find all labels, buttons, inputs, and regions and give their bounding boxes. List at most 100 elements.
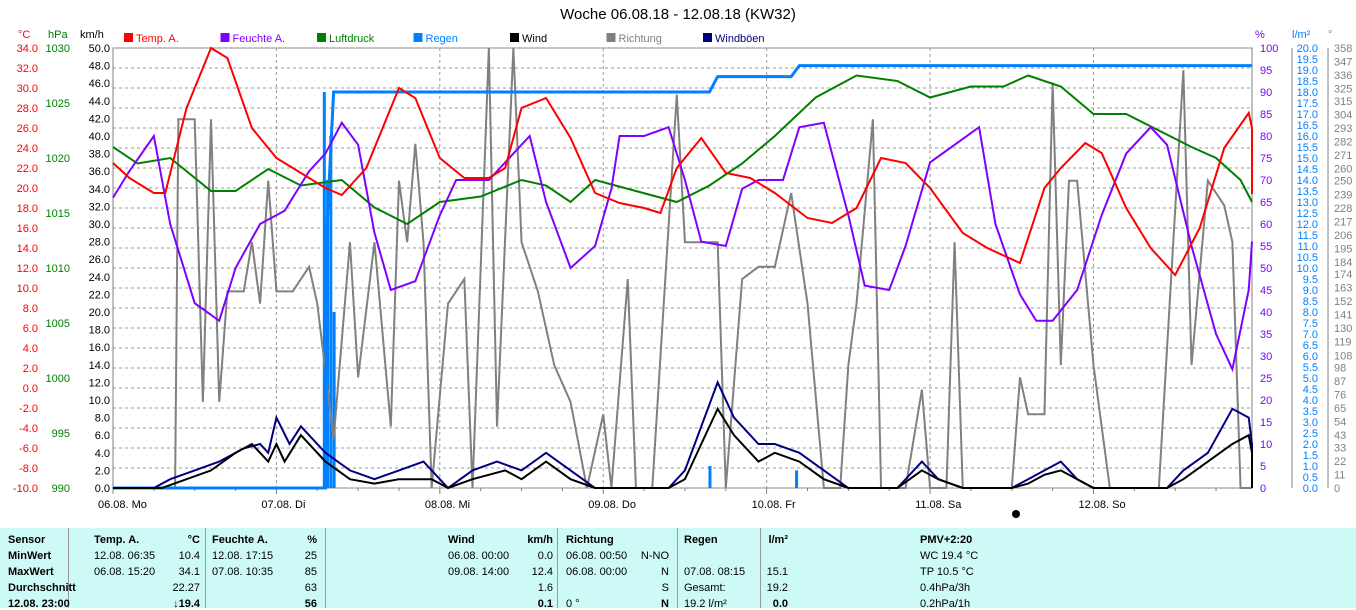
rain-axis-label: 11.5 xyxy=(1297,230,1318,242)
series-feuchte-a- xyxy=(112,120,1253,373)
rain-axis-label: 7.0 xyxy=(1303,329,1318,341)
humidity-axis-label: 55 xyxy=(1260,241,1272,253)
wind-axis-label: 16.0 xyxy=(89,342,110,354)
rain-axis-label: 9.5 xyxy=(1303,274,1318,286)
wind-axis-label: 40.0 xyxy=(89,131,110,143)
wind-axis-label: 34.0 xyxy=(89,184,110,196)
pressure-axis-label: 1020 xyxy=(46,153,70,165)
direction-axis-label: 336 xyxy=(1334,70,1352,82)
header-pmv: PMV+2:20 xyxy=(920,534,973,546)
direction-axis-label: 33 xyxy=(1334,442,1346,454)
direction-axis-label: 152 xyxy=(1334,296,1352,308)
legend-label: Richtung xyxy=(619,33,662,45)
temp-value: 10.4 xyxy=(178,550,200,562)
direction-axis-label: 108 xyxy=(1334,350,1352,362)
rain-axis-label: 14.0 xyxy=(1297,175,1318,187)
temp-axis-label: 2.0 xyxy=(23,363,38,375)
direction-axis-label: 163 xyxy=(1334,283,1352,295)
wind-axis-label: 2.0 xyxy=(95,465,110,477)
rain-axis-label: 18.5 xyxy=(1297,76,1318,88)
axis-unit-direction: ° xyxy=(1328,29,1332,41)
legend-swatch xyxy=(703,33,712,42)
temp-value: 34.1 xyxy=(178,566,200,578)
temp-axis-label: 30.0 xyxy=(17,83,38,95)
rain-axis-label: 11.0 xyxy=(1297,241,1318,253)
pressure-axis-label: 1005 xyxy=(46,318,70,330)
row-label: 12.08. 23:00 xyxy=(8,598,70,610)
legend-label: Feuchte A. xyxy=(233,33,286,45)
weather-chart: -10.0 -8.0 -6.0 -4.0 -2.0 0.0 2.0 4.0 6.0 8.0 10.0… xyxy=(13,29,1352,518)
humidity-axis-label: 15 xyxy=(1260,417,1272,429)
direction-axis-label: 87 xyxy=(1334,376,1346,388)
humidity-axis-label: 0 xyxy=(1260,483,1266,495)
day-label: 11.08. Sa xyxy=(915,499,962,511)
humidity-axis-label: 20 xyxy=(1260,395,1272,407)
temp-axis-label: -2.0 xyxy=(19,403,38,415)
temp-axis-label: 4.0 xyxy=(23,343,38,355)
direction-time: 06.08. 00:00 xyxy=(566,566,628,578)
wind-value: 0.1 xyxy=(537,598,553,610)
wind-axis-label: 42.0 xyxy=(89,113,110,125)
direction-axis-label: 54 xyxy=(1334,417,1346,429)
rain-axis-label: 12.5 xyxy=(1297,208,1318,220)
day-label: 07.08. Di xyxy=(261,499,305,511)
temp-axis-label: 24.0 xyxy=(17,143,38,155)
day-label: 08.08. Mi xyxy=(425,499,470,511)
wind-value: 1.6 xyxy=(537,582,553,594)
axis-unit-temp: °C xyxy=(18,29,30,41)
humidity-axis-label: 95 xyxy=(1260,65,1272,77)
temp-time: 06.08. 15:20 xyxy=(94,566,156,578)
temp-axis-label: 16.0 xyxy=(17,223,38,235)
chart-title: Woche 06.08.18 - 12.08.18 (KW32) xyxy=(560,6,796,23)
rain-axis-label: 1.0 xyxy=(1303,461,1318,473)
temp-value: ↓19.4 xyxy=(173,598,200,610)
humidity-axis-label: 25 xyxy=(1260,373,1272,385)
direction-axis-label: 141 xyxy=(1334,310,1352,322)
rain-axis-label: 6.0 xyxy=(1303,351,1318,363)
humidity-time: 12.08. 17:15 xyxy=(212,550,274,562)
table-separator xyxy=(557,528,558,608)
rain-axis-label: 0.5 xyxy=(1303,472,1318,484)
humidity-axis-label: 40 xyxy=(1260,307,1272,319)
direction-axis-label: 293 xyxy=(1334,123,1352,135)
now-marker-icon xyxy=(1012,510,1020,518)
wind-value: 12.4 xyxy=(531,566,553,578)
direction-axis-label: 358 xyxy=(1334,43,1352,55)
direction-axis-label: 260 xyxy=(1334,163,1352,175)
wind-axis-label: 48.0 xyxy=(89,61,110,73)
rain-axis-label: 6.5 xyxy=(1303,340,1318,352)
direction-axis-label: 174 xyxy=(1334,269,1352,281)
humidity-axis-label: 50 xyxy=(1260,263,1272,275)
temp-axis-label: 22.0 xyxy=(17,163,38,175)
header-direction: Richtung xyxy=(566,534,614,546)
direction-axis-label: 184 xyxy=(1334,257,1352,269)
wind-axis-label: 10.0 xyxy=(89,395,110,407)
rain-axis-label: 2.5 xyxy=(1303,428,1318,440)
rain-axis-label: 0.0 xyxy=(1303,483,1318,495)
direction-axis-label: 228 xyxy=(1334,203,1352,215)
series-regen xyxy=(113,64,1252,490)
humidity-axis-label: 5 xyxy=(1260,461,1266,473)
rain-bar xyxy=(795,470,799,488)
table-separator xyxy=(760,528,761,608)
direction-time: 06.08. 00:50 xyxy=(566,550,628,562)
legend-label: Wind xyxy=(522,33,547,45)
legend-swatch xyxy=(317,33,326,42)
direction-axis-label: 0 xyxy=(1334,483,1340,495)
humidity-axis-label: 70 xyxy=(1260,175,1272,187)
rain-axis-label: 9.0 xyxy=(1303,285,1318,297)
temp-axis-label: 18.0 xyxy=(17,203,38,215)
rain-value: 15.1 xyxy=(766,566,788,578)
humidity-axis-label: 60 xyxy=(1260,219,1272,231)
direction-value: N-NO xyxy=(640,550,669,562)
rain-axis-label: 20.0 xyxy=(1297,43,1318,55)
pmv-detail: WC 19.4 °C xyxy=(920,550,979,562)
rain-axis-label: 3.0 xyxy=(1303,417,1318,429)
rain-axis-label: 17.0 xyxy=(1297,109,1318,121)
humidity-axis-label: 85 xyxy=(1260,109,1272,121)
legend-label: Regen xyxy=(426,33,458,45)
axis-unit-pressure: hPa xyxy=(48,29,68,41)
humidity-axis-label: 45 xyxy=(1260,285,1272,297)
wind-axis-label: 44.0 xyxy=(89,96,110,108)
temp-axis-label: -4.0 xyxy=(19,423,38,435)
